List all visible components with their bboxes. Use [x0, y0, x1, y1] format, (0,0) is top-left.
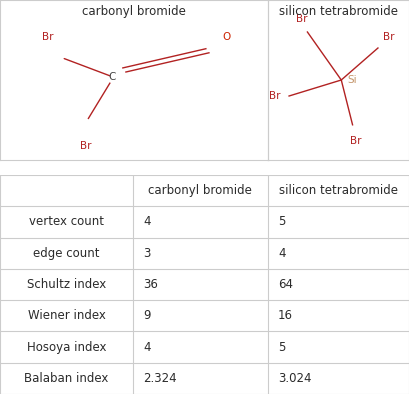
Text: Br: Br	[269, 91, 281, 101]
Text: 16: 16	[278, 309, 293, 322]
Text: carbonyl bromide: carbonyl bromide	[82, 5, 186, 18]
Text: 3: 3	[143, 247, 151, 260]
Text: 5: 5	[278, 216, 285, 229]
Text: 36: 36	[143, 278, 158, 291]
Text: Br: Br	[80, 141, 92, 151]
Text: Br: Br	[350, 136, 361, 146]
Text: 4: 4	[143, 340, 151, 353]
Text: 9: 9	[143, 309, 151, 322]
Text: Br: Br	[43, 32, 54, 42]
Text: 4: 4	[278, 247, 285, 260]
Text: O: O	[222, 32, 231, 42]
Text: Si: Si	[347, 75, 357, 85]
Text: carbonyl bromide: carbonyl bromide	[148, 184, 252, 197]
Text: C: C	[109, 72, 116, 82]
Text: Schultz index: Schultz index	[27, 278, 106, 291]
Text: silicon tetrabromide: silicon tetrabromide	[279, 184, 398, 197]
Text: edge count: edge count	[33, 247, 100, 260]
Text: Wiener index: Wiener index	[27, 309, 106, 322]
Text: Br: Br	[384, 32, 395, 42]
Text: 3.024: 3.024	[278, 372, 312, 385]
Text: 5: 5	[278, 340, 285, 353]
Text: silicon tetrabromide: silicon tetrabromide	[279, 5, 398, 18]
Text: 64: 64	[278, 278, 293, 291]
Text: Hosoya index: Hosoya index	[27, 340, 106, 353]
Text: Br: Br	[296, 14, 308, 24]
Text: 2.324: 2.324	[143, 372, 177, 385]
Text: vertex count: vertex count	[29, 216, 104, 229]
Text: Balaban index: Balaban index	[24, 372, 109, 385]
Text: 4: 4	[143, 216, 151, 229]
